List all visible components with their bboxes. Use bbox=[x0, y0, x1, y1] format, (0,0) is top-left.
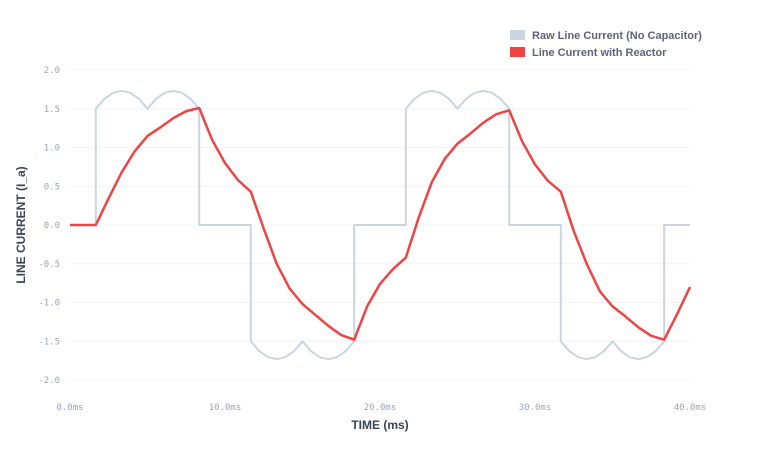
legend: Raw Line Current (No Capacitor) Line Cur… bbox=[510, 30, 702, 59]
legend-item-raw[interactable]: Raw Line Current (No Capacitor) bbox=[510, 30, 702, 42]
y-tick-label: 0.5 bbox=[44, 182, 60, 192]
legend-swatch-reactor bbox=[510, 47, 525, 57]
y-tick-label: -1.5 bbox=[38, 337, 60, 347]
y-tick-label: 1.5 bbox=[44, 105, 60, 115]
y-tick-label: 1.0 bbox=[44, 144, 60, 154]
y-tick-label: -1.0 bbox=[38, 299, 60, 309]
series-line-raw bbox=[70, 89, 690, 361]
y-axis-ticks: 2.0 1.5 1.0 0.5 0.0 -0.5 -1.0 -1.5 -2.0 bbox=[38, 66, 60, 386]
x-tick-label: 0.0ms bbox=[56, 403, 83, 413]
legend-swatch-raw bbox=[510, 30, 525, 40]
y-tick-label: -0.5 bbox=[38, 260, 60, 270]
x-tick-label: 40.0ms bbox=[674, 403, 707, 413]
y-axis-title: LINE CURRENT (I_a) bbox=[14, 166, 28, 283]
y-tick-label: 2.0 bbox=[44, 66, 60, 76]
legend-item-reactor[interactable]: Line Current with Reactor bbox=[510, 47, 667, 59]
y-tick-label: 0.0 bbox=[44, 221, 60, 231]
x-tick-label: 20.0ms bbox=[364, 403, 397, 413]
legend-label-reactor: Line Current with Reactor bbox=[532, 47, 667, 59]
series-line-reactor bbox=[70, 106, 692, 341]
series-lines bbox=[70, 89, 692, 361]
x-tick-label: 30.0ms bbox=[519, 403, 552, 413]
legend-label-raw: Raw Line Current (No Capacitor) bbox=[532, 30, 702, 42]
y-tick-label: -2.0 bbox=[38, 376, 60, 386]
x-tick-label: 10.0ms bbox=[209, 403, 242, 413]
x-axis-ticks: 0.0ms 10.0ms 20.0ms 30.0ms 40.0ms bbox=[56, 403, 706, 413]
x-axis-title: TIME (ms) bbox=[351, 418, 408, 432]
